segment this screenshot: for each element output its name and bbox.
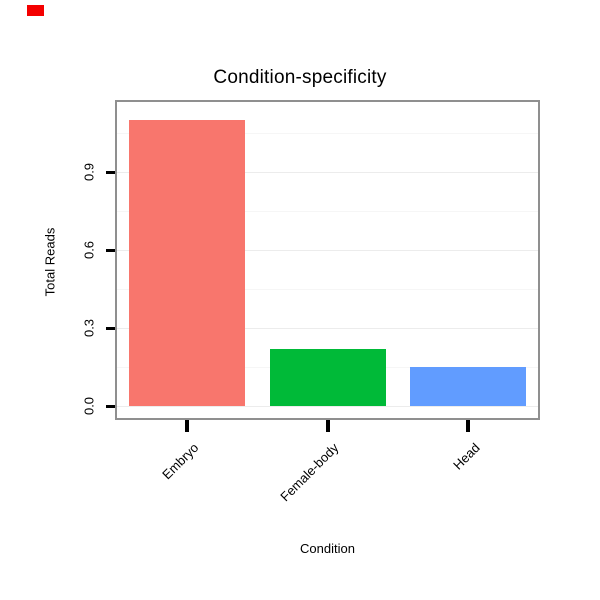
corner-marker [27, 5, 44, 16]
x-tick [466, 420, 470, 432]
gridline-minor [117, 133, 538, 134]
y-tick [106, 249, 115, 252]
gridline-major [117, 328, 538, 329]
gridline-major [117, 406, 538, 407]
chart-title: Condition-specificity [213, 67, 387, 88]
gridline-major [117, 250, 538, 251]
bar-female-body [270, 349, 386, 406]
plot-panel [115, 100, 540, 420]
y-tick-label: 0.0 [81, 396, 97, 416]
y-tick-label: 0.6 [81, 240, 97, 260]
x-axis-title: Condition [300, 541, 355, 556]
y-tick [106, 171, 115, 174]
y-tick [106, 405, 115, 408]
x-tick-label: Head [450, 440, 483, 473]
y-tick-label: 0.9 [81, 162, 97, 182]
bar-head [410, 367, 526, 406]
y-axis-title: Total Reads [42, 227, 58, 297]
gridline-major [117, 172, 538, 173]
gridline-minor [117, 289, 538, 290]
x-tick-label: Embryo [159, 440, 202, 483]
y-tick-label: 0.3 [81, 318, 97, 338]
gridline-minor [117, 211, 538, 212]
bar-embryo [129, 120, 245, 406]
y-tick [106, 327, 115, 330]
x-tick [185, 420, 189, 432]
x-tick [326, 420, 330, 432]
x-tick-label: Female-body [277, 440, 342, 505]
